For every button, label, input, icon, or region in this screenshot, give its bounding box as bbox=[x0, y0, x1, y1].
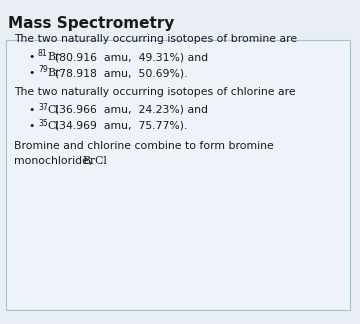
Text: (80.916  amu,  49.31%) and: (80.916 amu, 49.31%) and bbox=[55, 52, 208, 62]
Text: .: . bbox=[100, 156, 103, 166]
Text: 37: 37 bbox=[38, 102, 48, 111]
Text: Cl: Cl bbox=[47, 121, 59, 131]
Text: The two naturally occurring isotopes of bromine are: The two naturally occurring isotopes of … bbox=[14, 34, 297, 44]
Text: (78.918  amu,  50.69%).: (78.918 amu, 50.69%). bbox=[55, 68, 188, 78]
Text: 35: 35 bbox=[38, 119, 48, 128]
Text: 79: 79 bbox=[38, 65, 48, 75]
Text: BrCl: BrCl bbox=[82, 156, 107, 166]
FancyBboxPatch shape bbox=[6, 40, 350, 310]
Text: The two naturally occurring isotopes of chlorine are: The two naturally occurring isotopes of … bbox=[14, 87, 296, 97]
Text: Bromine and chlorine combine to form bromine: Bromine and chlorine combine to form bro… bbox=[14, 141, 274, 151]
Text: Br: Br bbox=[47, 68, 60, 78]
Text: •: • bbox=[28, 105, 34, 115]
Text: monochloride,: monochloride, bbox=[14, 156, 99, 166]
Text: Mass Spectrometry: Mass Spectrometry bbox=[8, 16, 174, 31]
Text: 81: 81 bbox=[38, 50, 48, 59]
Text: Cl: Cl bbox=[47, 105, 59, 115]
Text: (36.966  amu,  24.23%) and: (36.966 amu, 24.23%) and bbox=[55, 105, 208, 115]
Text: (34.969  amu,  75.77%).: (34.969 amu, 75.77%). bbox=[55, 121, 187, 131]
Text: •: • bbox=[28, 121, 34, 131]
Text: •: • bbox=[28, 68, 34, 78]
Text: •: • bbox=[28, 52, 34, 62]
Text: Br: Br bbox=[47, 52, 60, 62]
